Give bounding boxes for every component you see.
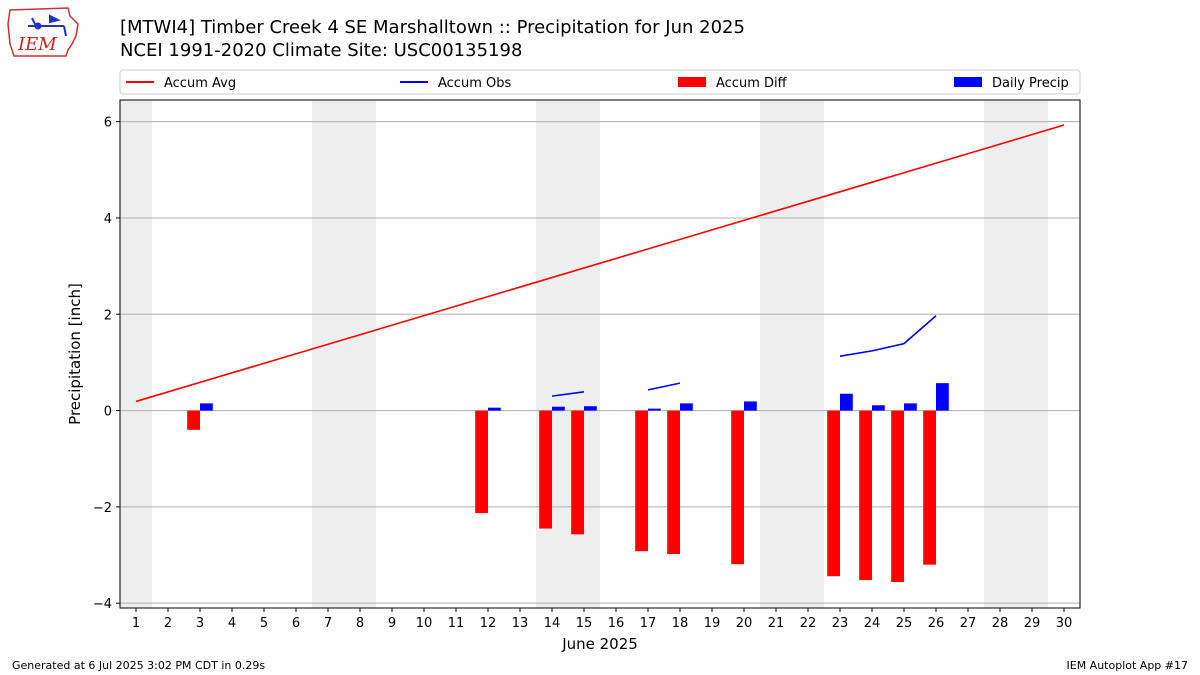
y-ticks: −4 −2 0 2 4 6 — [93, 116, 120, 612]
daily-precip-bar-26 — [936, 383, 949, 411]
chart-title: [MTWI4] Timber Creek 4 SE Marshalltown :… — [120, 17, 745, 38]
x-tick-label: 10 — [416, 616, 433, 631]
x-tick-label: 9 — [388, 616, 396, 631]
x-tick-label: 29 — [1024, 616, 1041, 631]
accum-diff-bar-18 — [667, 410, 680, 555]
chart-subtitle: NCEI 1991-2020 Climate Site: USC00135198 — [120, 40, 523, 61]
y-tick-label: 2 — [104, 308, 112, 323]
accum-obs-line-0 — [551, 391, 585, 397]
weekend-shading — [120, 100, 1048, 608]
x-tick-label: 24 — [864, 616, 881, 631]
x-tick-label: 30 — [1056, 616, 1073, 631]
x-tick-label: 4 — [228, 616, 236, 631]
x-tick-label: 17 — [640, 616, 657, 631]
daily-precip-bar-14 — [552, 406, 565, 411]
x-tick-label: 13 — [512, 616, 529, 631]
x-tick-label: 7 — [324, 616, 332, 631]
x-tick-label: 20 — [736, 616, 753, 631]
x-tick-label: 6 — [292, 616, 300, 631]
legend-label: Daily Precip — [992, 76, 1069, 91]
x-tick-label: 11 — [448, 616, 465, 631]
daily-precip-bar-24 — [872, 405, 885, 411]
y-tick-label: 4 — [104, 212, 112, 227]
accum-diff-bar-26 — [923, 410, 936, 565]
daily-precip-bar-12 — [488, 407, 501, 411]
x-tick-label: 16 — [608, 616, 625, 631]
weekend-shade-21 — [760, 100, 792, 608]
lines — [135, 124, 1065, 403]
x-tick-label: 8 — [356, 616, 364, 631]
weekend-shade-8 — [344, 100, 376, 608]
accum-obs-line-2 — [839, 315, 937, 357]
daily-precip-bar-3 — [200, 403, 213, 411]
footer-generated: Generated at 6 Jul 2025 3:02 PM CDT in 0… — [12, 659, 266, 672]
legend-box — [119, 69, 1081, 95]
legend: Accum Avg Accum Obs Accum Diff Daily Precip — [119, 69, 1081, 95]
x-tick-label: 18 — [672, 616, 689, 631]
weekend-shade-22 — [792, 100, 824, 608]
gridlines — [120, 121, 1080, 604]
legend-swatch-patch — [954, 77, 982, 87]
x-ticks: 1 2 3 4 5 6 7 8 9 10 11 12 13 14 15 16 17 18 19 20 21 22 23 24 2… — [132, 608, 1072, 631]
accum-diff-bar-3 — [187, 410, 200, 430]
accum-diff-bar-17 — [635, 410, 648, 552]
legend-label: Accum Obs — [438, 76, 511, 91]
legend-swatch-patch — [678, 77, 706, 87]
y-tick-label: −2 — [93, 501, 112, 516]
daily-precip-bar-20 — [744, 401, 757, 411]
weekend-shade-7 — [312, 100, 344, 608]
plot-frame — [119, 99, 1081, 609]
x-tick-label: 23 — [832, 616, 849, 631]
x-tick-label: 14 — [544, 616, 561, 631]
iem-logo: IEM — [7, 7, 79, 57]
accum-diff-bar-12 — [475, 410, 488, 514]
x-tick-label: 21 — [768, 616, 785, 631]
x-tick-label: 19 — [704, 616, 721, 631]
daily-precip-bar-23 — [840, 393, 853, 411]
x-tick-label: 3 — [196, 616, 204, 631]
x-tick-label: 25 — [896, 616, 913, 631]
x-tick-label: 2 — [164, 616, 172, 631]
x-tick-label: 27 — [960, 616, 977, 631]
accum-obs-line-1 — [647, 382, 681, 391]
legend-label: Accum Avg — [164, 76, 236, 91]
x-tick-label: 12 — [480, 616, 497, 631]
weekend-shade-1 — [120, 100, 152, 608]
logo-text: IEM — [17, 34, 57, 55]
accum-diff-bar-24 — [859, 410, 872, 581]
daily-precip-bar-15 — [584, 406, 597, 411]
x-tick-label: 1 — [132, 616, 140, 631]
accum-diff-bar-20 — [731, 410, 744, 565]
daily-precip-bar-17 — [648, 408, 661, 411]
y-tick-label: 6 — [104, 116, 112, 131]
weekend-shade-14 — [536, 100, 568, 608]
x-tick-label: 26 — [928, 616, 945, 631]
x-tick-label: 5 — [260, 616, 268, 631]
daily-precip-bar-18 — [680, 403, 693, 411]
daily-precip-bar-25 — [904, 403, 917, 411]
footer-app: IEM Autoplot App #17 — [1066, 659, 1189, 672]
accum-diff-bar-23 — [827, 410, 840, 577]
iowa-outline-icon — [7, 7, 79, 57]
y-tick-label: −4 — [93, 597, 112, 612]
weekend-shade-29 — [1016, 100, 1048, 608]
y-tick-label: 0 — [104, 405, 112, 420]
weather-station-icon — [28, 14, 67, 37]
weekend-shade-28 — [984, 100, 1016, 608]
accum-diff-bar-25 — [891, 410, 904, 582]
accum-diff-bar-14 — [539, 410, 552, 529]
x-tick-label: 22 — [800, 616, 817, 631]
x-tick-label: 15 — [576, 616, 593, 631]
x-tick-label: 28 — [992, 616, 1009, 631]
accum-avg-line — [135, 124, 1065, 403]
y-axis-label: Precipitation [inch] — [66, 283, 84, 425]
bars — [187, 383, 949, 582]
accum-diff-bar-15 — [571, 410, 584, 535]
legend-label: Accum Diff — [716, 76, 788, 91]
x-axis-label: June 2025 — [561, 635, 638, 653]
